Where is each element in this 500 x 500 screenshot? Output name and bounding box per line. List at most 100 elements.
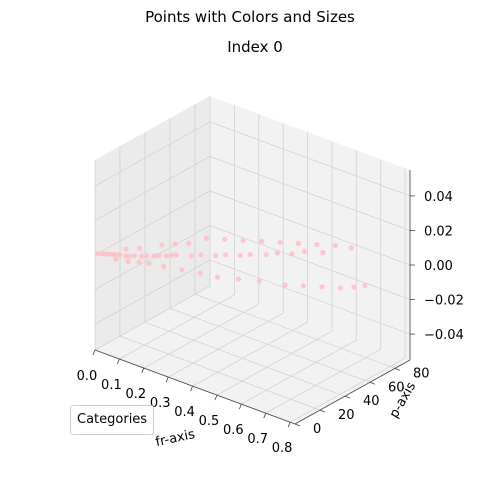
scatter-point-18 (163, 253, 169, 259)
scatter-point-6 (117, 252, 123, 258)
scatter-point-14 (136, 259, 142, 265)
scatter-point-34 (289, 251, 295, 257)
scatter-point-5 (113, 252, 119, 258)
scatter-point-52 (259, 238, 265, 244)
scatter-point-50 (222, 236, 228, 242)
y-tick-mark-0 (294, 423, 301, 427)
x-tick-label-2: 0.2 (125, 387, 146, 402)
x-tick-mark-7 (263, 413, 267, 419)
z-tick-label-3: −0.02 (424, 294, 464, 309)
scatter-point-39 (300, 283, 307, 289)
x-tick-label-5: 0.5 (199, 414, 220, 429)
scatter-point-37 (320, 249, 326, 256)
x-grid-line-8 (289, 168, 406, 423)
y-grid-line-1 (119, 146, 321, 411)
scatter-point-17 (146, 260, 152, 266)
x-tick-label-3: 0.3 (150, 396, 171, 411)
y-tick-label-3: 60 (388, 380, 405, 395)
legend-title: Categories (77, 412, 148, 427)
x-tick-mark-6 (238, 403, 242, 410)
scatter-point-46 (159, 242, 165, 248)
z-tick-label-4: −0.04 (424, 328, 464, 343)
x-axis-label: fr-axis (154, 427, 196, 450)
z-grid-line-4 (94, 259, 411, 335)
scatter-points (94, 235, 368, 291)
z-grid-line-3 (94, 225, 411, 300)
scatter-point-44 (123, 246, 129, 252)
z-tick-label-0: 0.04 (424, 190, 453, 205)
scatter-point-21 (161, 263, 167, 270)
y-grid-line-3 (169, 118, 371, 383)
scatter-point-0 (94, 251, 101, 257)
x-tick-label-0: 0.0 (77, 369, 98, 384)
x-tick-mark-0 (92, 349, 96, 356)
scatter-point-40 (319, 284, 325, 290)
x-axis-line (94, 349, 296, 425)
x-tick-mark-8 (287, 422, 291, 428)
z-tick-label-2: 0.00 (424, 259, 453, 274)
scatter-point-2 (102, 251, 108, 257)
scatter-point-30 (215, 274, 221, 280)
z-grid-line-2 (94, 190, 411, 266)
x-tick-label-1: 0.1 (101, 378, 122, 393)
chart-title: Index 0 (227, 38, 283, 56)
scatter-point-41 (337, 285, 343, 291)
scatter-point-25 (213, 253, 219, 259)
scatter-point-11 (125, 258, 131, 264)
scatter-point-3 (106, 251, 112, 257)
scatter-point-32 (274, 250, 280, 256)
x-tick-mark-2 (141, 367, 145, 374)
scatter-point-24 (179, 267, 185, 273)
x-grid-line-3 (168, 123, 284, 378)
scatter-point-56 (332, 242, 338, 249)
x-tick-mark-3 (165, 376, 169, 383)
scatter-point-45 (136, 245, 143, 251)
scatter-point-48 (186, 240, 192, 246)
scatter-point-8 (123, 253, 129, 259)
scatter-point-47 (172, 241, 178, 247)
x-tick-mark-4 (190, 385, 193, 392)
x-grid-line-0 (94, 96, 211, 351)
scatter-point-33 (235, 276, 241, 282)
scatter-point-26 (222, 252, 229, 258)
scatter-point-22 (188, 253, 194, 259)
x-grid-line-2 (143, 114, 260, 369)
y-tick-label-1: 20 (338, 408, 355, 423)
scatter-point-27 (197, 270, 203, 276)
x-tick-label-4: 0.4 (174, 405, 195, 420)
scatter-point-49 (203, 235, 209, 241)
scatter-point-7 (113, 256, 119, 262)
y-grid-line-4 (194, 104, 396, 369)
x-tick-mark-5 (214, 394, 218, 401)
x-tick-label-7: 0.7 (247, 432, 268, 447)
y-tick-mark-3 (369, 381, 376, 385)
y-tick-mark-1 (319, 409, 326, 413)
scatter-point-10 (131, 253, 137, 259)
y-tick-label-4: 80 (413, 366, 430, 381)
scatter-point-54 (295, 240, 302, 246)
scatter-point-53 (277, 239, 283, 245)
scatter-point-23 (198, 252, 204, 258)
x-grid-line-1 (119, 105, 235, 360)
scatter-point-42 (351, 284, 357, 290)
x-tick-mark-1 (117, 358, 120, 365)
scatter-point-15 (151, 253, 157, 259)
scatter-point-20 (173, 252, 179, 258)
axis-lines (92, 170, 415, 428)
x-grid-line-5 (216, 141, 333, 396)
scatter-point-31 (263, 252, 269, 258)
x-tick-label-8: 0.8 (272, 441, 293, 456)
scatter-point-16 (156, 252, 162, 259)
y-tick-label-0: 0 (313, 422, 321, 437)
y-axis-line (294, 359, 411, 425)
scatter-point-57 (348, 245, 354, 251)
scatter-point-38 (282, 282, 288, 288)
scatter-point-36 (256, 278, 262, 284)
scatter-point-29 (247, 251, 253, 258)
y-tick-mark-2 (344, 395, 351, 399)
y-grid-line-2 (144, 132, 346, 397)
y-tick-label-2: 40 (363, 394, 380, 409)
floor-pane (95, 286, 410, 424)
y-tick-mark-4 (394, 367, 401, 371)
grid-lines (94, 96, 411, 425)
